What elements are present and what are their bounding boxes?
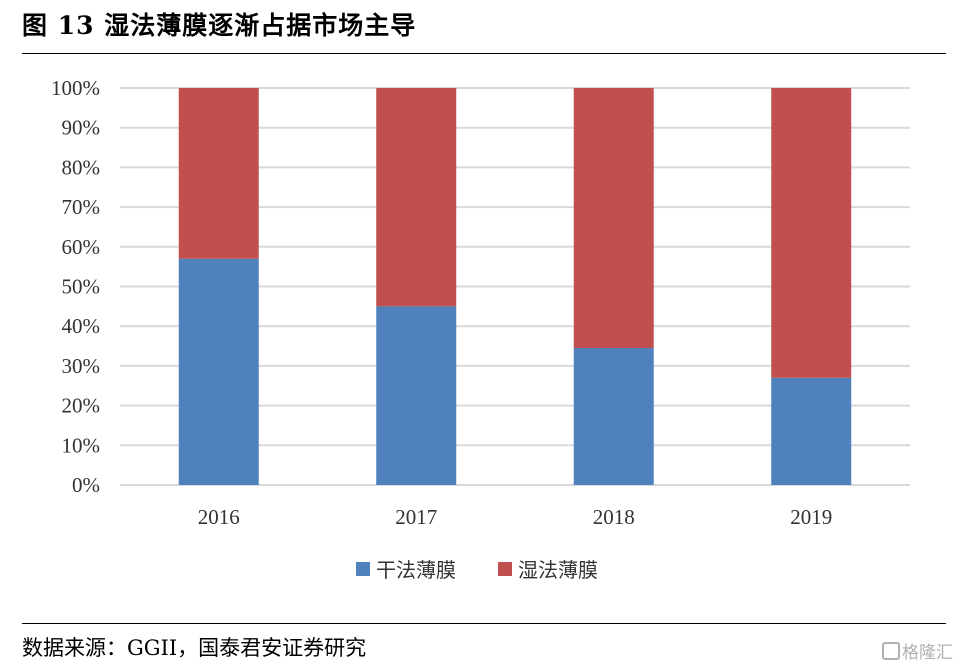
top-rule	[22, 53, 946, 54]
legend-label: 干法薄膜	[376, 558, 456, 582]
y-tick-label: 100%	[51, 76, 100, 100]
bar-segment	[376, 88, 457, 307]
y-tick-label: 0%	[72, 473, 100, 497]
bar-segment	[376, 306, 457, 485]
chart-title: 图 13 湿法薄膜逐渐占据市场主导	[22, 11, 417, 40]
y-tick-label: 70%	[62, 195, 101, 219]
legend-swatch	[498, 562, 512, 576]
y-tick-label: 10%	[62, 433, 101, 457]
legend: 干法薄膜 湿法薄膜	[356, 558, 598, 582]
y-tick-label: 90%	[62, 116, 101, 140]
bars	[178, 88, 852, 485]
source-note: 数据来源：GGII，国泰君安证券研究	[22, 636, 367, 660]
watermark-text: 格隆汇	[902, 643, 953, 663]
bar-segment	[771, 377, 852, 485]
x-tick-label: 2019	[790, 505, 832, 529]
y-axis-ticks: 0% 10% 20% 30% 40% 50% 60% 70% 80% 90% 100%	[51, 76, 100, 497]
x-tick-label: 2018	[593, 505, 635, 529]
y-tick-label: 30%	[62, 354, 101, 378]
y-tick-label: 20%	[62, 394, 101, 418]
x-axis-ticks: 2016 2017 2018 2019	[198, 505, 833, 529]
y-tick-label: 60%	[62, 235, 101, 259]
y-tick-label: 40%	[62, 314, 101, 338]
legend-label: 湿法薄膜	[518, 558, 598, 582]
y-tick-label: 80%	[62, 155, 101, 179]
bar-segment	[573, 348, 654, 485]
y-tick-label: 50%	[62, 275, 101, 299]
watermark: 格隆汇	[882, 638, 953, 663]
legend-swatch	[356, 562, 370, 576]
bar-segment	[573, 88, 654, 349]
x-tick-label: 2016	[198, 505, 240, 529]
bar-segment	[771, 88, 852, 378]
bar-segment	[178, 258, 259, 485]
watermark-logo-icon	[882, 642, 900, 660]
stacked-bar-chart: 0%10%20%30%40%50%60%70%80%90%100% 2016 20…	[51, 76, 910, 582]
bottom-rule	[22, 623, 946, 624]
x-tick-label: 2017	[395, 505, 437, 529]
bar-segment	[178, 88, 259, 259]
